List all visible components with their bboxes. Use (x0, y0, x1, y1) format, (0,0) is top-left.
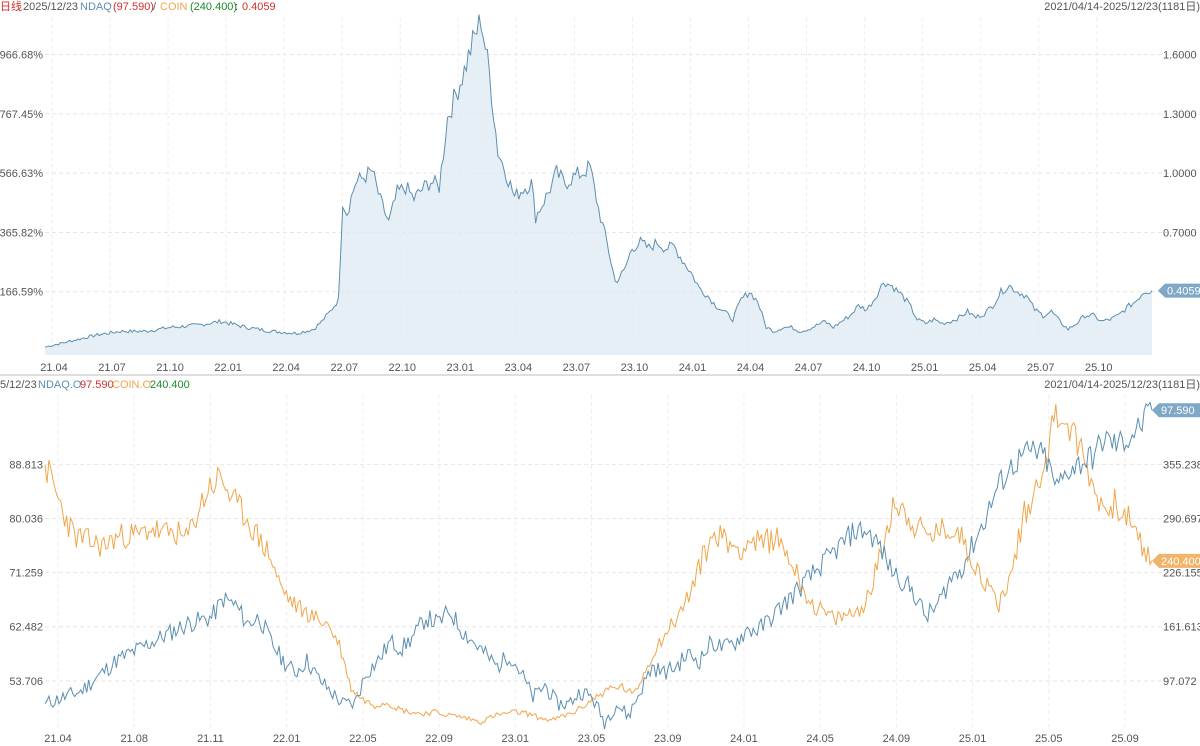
top-panel-header: 日线 2025/12/23 NDAQ (97.590) / COIN (240.… (0, 0, 1200, 13)
top-x-tick-label: 23.10 (621, 362, 649, 374)
top-right-tick-label: 1.3000 (1163, 109, 1197, 121)
top-x-tick-label: 23.04 (505, 362, 533, 374)
top-x-tick-label: 21.10 (156, 362, 184, 374)
top-x-tick-label: 25.07 (1027, 362, 1055, 374)
top-header-ndaq-value: (97.590) (113, 1, 154, 13)
bottom-left-tick-label: 53.706 (9, 676, 43, 688)
bottom-x-tick-label: 24.01 (730, 733, 758, 745)
bottom-x-tick-label: 25.05 (1035, 733, 1063, 745)
coin-last-value-badge: 240.400 (1152, 553, 1200, 568)
top-header-coin-value: (240.400) (190, 1, 237, 13)
top-left-tick-label: 365.82% (0, 227, 43, 239)
top-x-tick-label: 23.07 (563, 362, 591, 374)
bottom-header-ndaq-label: NDAQ.O (38, 379, 82, 391)
top-header-sep: / (153, 1, 157, 13)
top-header-coin-label: COIN (160, 1, 188, 13)
bottom-left-tick-label: 88.813 (9, 459, 43, 471)
coin-last-value-badge-bg (1152, 553, 1200, 568)
top-x-tick-label: 21.04 (40, 362, 68, 374)
top-right-tick-label: 1.6000 (1163, 50, 1197, 62)
top-x-tick-label: 25.10 (1085, 362, 1113, 374)
top-x-tick-label: 21.07 (98, 362, 126, 374)
coin-last-value-text: 240.400 (1161, 556, 1200, 568)
top-right-tick-label: 0.7000 (1163, 227, 1197, 239)
bottom-x-tick-label: 23.09 (654, 733, 682, 745)
bottom-grid (45, 395, 1200, 728)
bottom-x-tick-label: 24.09 (883, 733, 911, 745)
top-header-ndaq-label: NDAQ (80, 1, 112, 13)
top-x-tick-label: 25.04 (969, 362, 997, 374)
top-range-label: 2021/04/14-2025/12/23(1181日) (1044, 1, 1200, 13)
ndaq-last-value-badge: 97.590 (1152, 403, 1200, 418)
top-x-tick-label: 22.01 (214, 362, 242, 374)
top-x-tick-label: 25.01 (911, 362, 939, 374)
bottom-x-tick-label: 25.01 (959, 733, 987, 745)
ndaq-last-value-text: 97.590 (1161, 405, 1195, 417)
bottom-header-date: 5/12/23 (0, 379, 37, 391)
bottom-x-tick-label: 21.08 (120, 733, 148, 745)
bottom-left-tick-label: 62.482 (9, 622, 43, 634)
bottom-x-tick-label: 22.05 (349, 733, 377, 745)
bottom-x-tick-label: 23.01 (502, 733, 530, 745)
top-header-date: 2025/12/23 (23, 1, 78, 13)
bottom-right-tick-label: 290.697 (1163, 513, 1200, 525)
bottom-range-label: 2021/04/14-2025/12/23(1181日) (1044, 379, 1200, 391)
bottom-header-coin-label: COIN.O (112, 379, 152, 391)
top-x-tick-label: 22.07 (330, 362, 358, 374)
top-x-tick-label: 24.01 (679, 362, 707, 374)
ndaq-series-line (44, 401, 1153, 730)
bottom-x-tick-label: 21.11 (197, 733, 224, 745)
bottom-left-tick-label: 71.259 (9, 568, 43, 580)
bottom-x-tick-label: 25.09 (1111, 733, 1139, 745)
top-left-tick-label: 966.68% (0, 50, 43, 62)
coin-series-line (44, 403, 1153, 725)
top-right-tick-label: 1.0000 (1163, 168, 1197, 180)
top-header-ratio-sep: : (235, 1, 238, 13)
top-x-tick-label: 23.01 (447, 362, 475, 374)
ratio-last-value-text: 0.4059 (1167, 286, 1200, 298)
top-axis-labels: 1.6000 966.68% 1.3000 767.45% 1.0000 566.63% 0… (0, 50, 1197, 374)
bottom-header-ndaq-value: 97.590 (80, 379, 114, 391)
ndaq-last-value-badge-bg (1152, 403, 1200, 418)
bottom-panel-header: 5/12/23 NDAQ.O 97.590 COIN.O 240.400 202… (0, 379, 1200, 391)
bottom-right-tick-label: 97.072 (1163, 676, 1197, 688)
ratio-last-value-badge: 0.4059 (1158, 283, 1200, 298)
bottom-x-tick-label: 22.09 (425, 733, 453, 745)
bottom-right-tick-label: 226.155 (1163, 568, 1200, 580)
bottom-x-tick-label: 23.05 (578, 733, 606, 745)
bottom-left-tick-label: 80.036 (9, 513, 43, 525)
bottom-right-tick-label: 355.238 (1163, 459, 1200, 471)
top-x-tick-label: 24.04 (737, 362, 765, 374)
bottom-x-tick-label: 21.04 (44, 733, 72, 745)
top-x-tick-label: 24.07 (795, 362, 823, 374)
top-left-tick-label: 767.45% (0, 109, 43, 121)
bottom-axis-labels: 88.813 355.238 80.036 290.697 71.259 226.155 6… (9, 459, 1200, 745)
bottom-header-coin-value: 240.400 (150, 379, 190, 391)
top-header-ratio-value: 0.4059 (242, 1, 276, 13)
bottom-x-tick-label: 24.05 (806, 733, 834, 745)
top-left-tick-label: 166.59% (0, 287, 43, 299)
ratio-series-line (44, 14, 1153, 348)
ratio-last-value-badge-bg (1158, 283, 1200, 298)
top-header-prefix: 日线 (0, 0, 22, 13)
bottom-x-tick-label: 22.01 (273, 733, 301, 745)
ratio-area-fill (45, 14, 1152, 355)
top-x-tick-label: 22.04 (272, 362, 300, 374)
top-x-tick-label: 24.10 (853, 362, 881, 374)
top-x-tick-label: 22.10 (388, 362, 416, 374)
top-left-tick-label: 566.63% (0, 168, 43, 180)
bottom-right-tick-label: 161.613 (1163, 622, 1200, 634)
